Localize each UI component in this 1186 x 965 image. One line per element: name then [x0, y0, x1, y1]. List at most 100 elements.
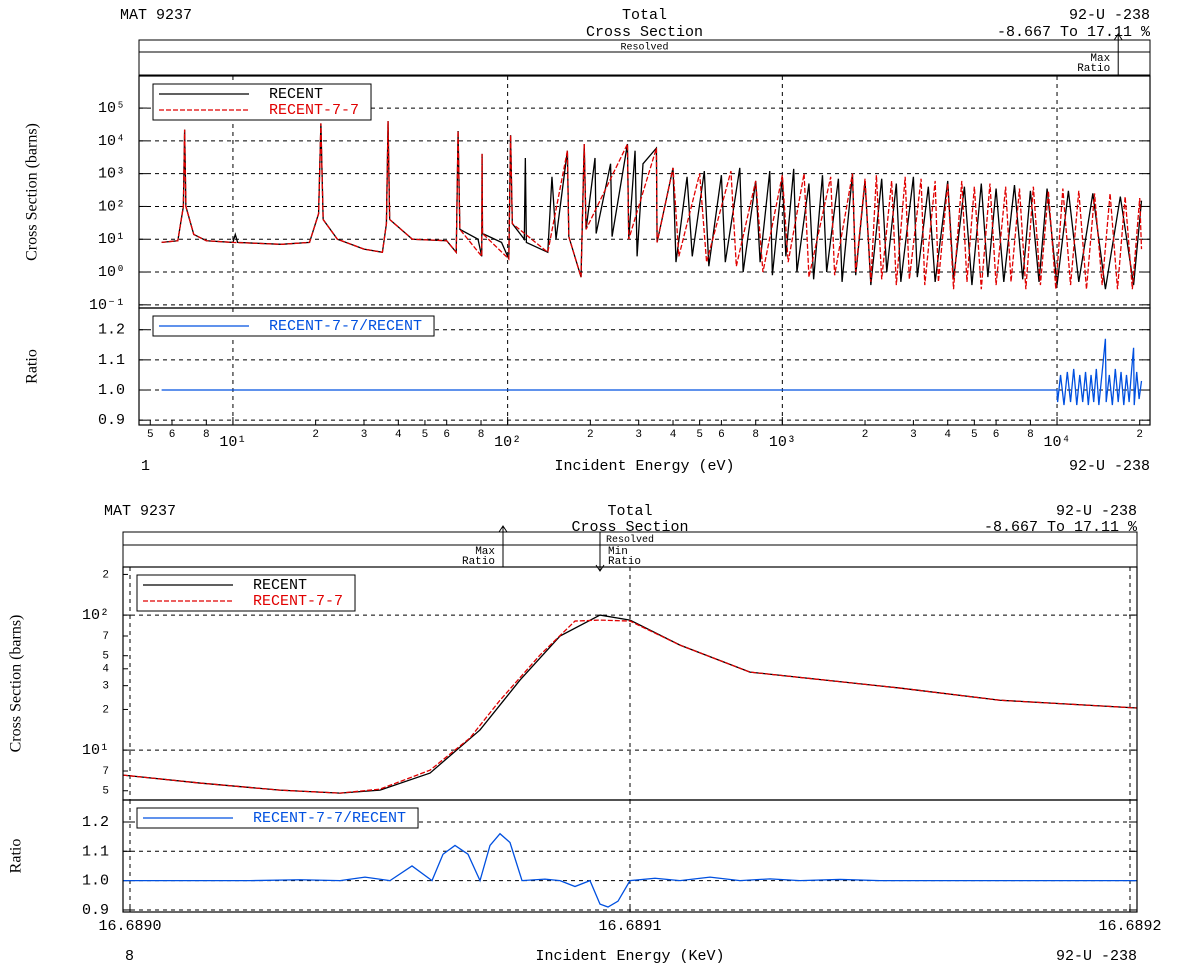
legend-box	[152, 315, 435, 337]
y-tick-label: 10⁻¹	[89, 297, 125, 314]
panel-frame	[138, 307, 1151, 426]
y-tick-label: 1.1	[82, 843, 109, 860]
y-tick-label: 10⁵	[98, 100, 125, 117]
x-tick-label: 16.6891	[598, 918, 661, 935]
legend-box	[152, 83, 372, 121]
legend-label: RECENT-7-7/RECENT	[253, 810, 406, 827]
x-minor-tick-label: 2	[312, 429, 319, 441]
x-minor-tick-label: 3	[910, 429, 917, 441]
y-tick-label: 0.9	[98, 412, 125, 429]
series-line	[161, 121, 1143, 290]
x-minor-tick-label: 4	[944, 429, 951, 441]
footer-left: 1	[141, 458, 150, 475]
x-tick-label: 16.6892	[1098, 918, 1161, 935]
series-line	[123, 619, 1137, 794]
marker-arrowhead	[1113, 33, 1123, 41]
x-minor-tick-label: 6	[169, 429, 176, 441]
x-minor-tick-label: 8	[203, 429, 210, 441]
y-axis-label: Ratio	[24, 349, 41, 384]
band-box	[138, 39, 1151, 76]
series-line	[123, 832, 1137, 908]
header-center: Total	[622, 7, 667, 24]
header-right: -8.667 To 17.11 %	[984, 519, 1138, 536]
x-tick-label: 10²	[494, 434, 521, 451]
y-minor-tick-label: 2	[102, 569, 109, 581]
y-axis-label: Ratio	[8, 839, 25, 874]
marker-label: Ratio	[608, 556, 641, 568]
x-minor-tick-label: 6	[443, 429, 450, 441]
y-axis-label: Cross Section (barns)	[8, 615, 25, 753]
header-right: -8.667 To 17.11 %	[997, 24, 1151, 41]
y-minor-tick-label: 7	[102, 631, 109, 643]
x-axis-label: Incident Energy (KeV)	[535, 948, 724, 965]
x-minor-tick-label: 5	[696, 429, 703, 441]
y-minor-tick-label: 5	[102, 786, 109, 798]
x-minor-tick-label: 6	[718, 429, 725, 441]
band-label: Resolved	[620, 42, 668, 54]
x-minor-tick-label: 6	[993, 429, 1000, 441]
y-tick-label: 1.2	[82, 814, 109, 831]
header-left: MAT 9237	[104, 503, 176, 520]
y-tick-label: 10²	[98, 198, 125, 215]
x-minor-tick-label: 2	[1136, 429, 1143, 441]
footer-right: 92-U -238	[1056, 948, 1137, 965]
x-minor-tick-label: 4	[395, 429, 402, 441]
y-tick-label: 10³	[98, 166, 125, 183]
x-tick-label: 10¹	[219, 434, 246, 451]
x-axis-label: Incident Energy (eV)	[554, 458, 734, 475]
x-minor-tick-label: 4	[670, 429, 677, 441]
y-tick-label: 10⁰	[98, 264, 125, 281]
marker-label: Ratio	[462, 556, 495, 568]
y-minor-tick-label: 4	[102, 664, 109, 676]
series-line	[161, 338, 1143, 406]
header-right: 92-U -238	[1056, 503, 1137, 520]
x-minor-tick-label: 3	[361, 429, 368, 441]
y-minor-tick-label: 5	[102, 651, 109, 663]
footer-right: 92-U -238	[1069, 458, 1150, 475]
y-axis-label: Cross Section (barns)	[24, 123, 41, 261]
x-tick-label: 16.6890	[98, 918, 161, 935]
legend-box	[136, 574, 356, 612]
legend-label: RECENT	[253, 577, 307, 594]
y-minor-tick-label: 3	[102, 681, 109, 693]
x-minor-tick-label: 8	[1027, 429, 1034, 441]
footer-left: 8	[125, 948, 134, 965]
x-minor-tick-label: 8	[478, 429, 485, 441]
y-tick-label: 1.2	[98, 322, 125, 339]
y-tick-label: 10¹	[82, 742, 109, 759]
y-minor-tick-label: 7	[102, 766, 109, 778]
y-tick-label: 1.0	[82, 873, 109, 890]
x-tick-label: 10³	[769, 434, 796, 451]
header-center: Cross Section	[571, 519, 688, 536]
x-minor-tick-label: 5	[422, 429, 429, 441]
x-minor-tick-label: 2	[587, 429, 594, 441]
y-tick-label: 10²	[82, 607, 109, 624]
legend-label: RECENT-7-7	[269, 102, 359, 119]
y-tick-label: 10¹	[98, 231, 125, 248]
band-label: Resolved	[606, 534, 654, 546]
header-center: Cross Section	[586, 24, 703, 41]
x-tick-label: 10⁴	[1044, 434, 1071, 451]
marker-label: Ratio	[1077, 63, 1110, 75]
x-minor-tick-label: 5	[971, 429, 978, 441]
x-minor-tick-label: 8	[752, 429, 759, 441]
x-minor-tick-label: 2	[862, 429, 869, 441]
y-tick-label: 1.1	[98, 352, 125, 369]
y-tick-label: 10⁴	[98, 133, 125, 150]
header-right: 92-U -238	[1069, 7, 1150, 24]
marker-label: Max	[1090, 53, 1110, 65]
marker-label: Max	[475, 546, 495, 558]
y-tick-label: 1.0	[98, 382, 125, 399]
y-minor-tick-label: 2	[102, 704, 109, 716]
legend-label: RECENT-7-7/RECENT	[269, 318, 422, 335]
y-tick-label: 0.9	[82, 902, 109, 919]
legend-label: RECENT-7-7	[253, 593, 343, 610]
legend-label: RECENT	[269, 86, 323, 103]
header-center: Total	[607, 503, 652, 520]
marker-label: Min	[608, 546, 628, 558]
legend-box	[136, 807, 419, 829]
x-minor-tick-label: 3	[635, 429, 642, 441]
header-left: MAT 9237	[120, 7, 192, 24]
